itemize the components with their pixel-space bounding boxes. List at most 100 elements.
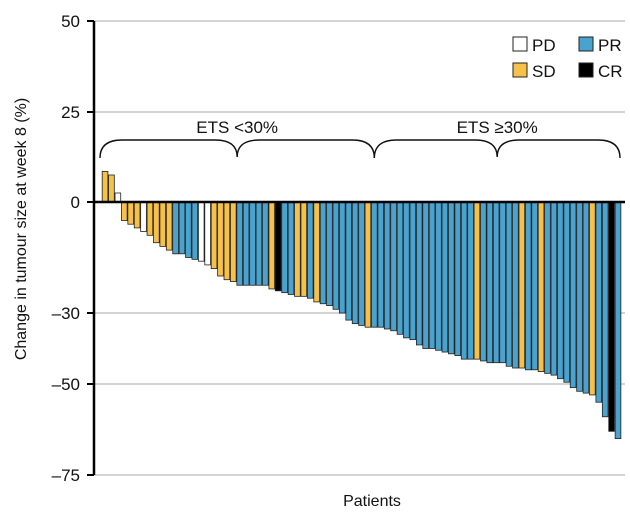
bar (428, 201, 436, 349)
bar (531, 201, 538, 371)
bar (422, 201, 429, 349)
bar (601, 201, 609, 418)
y-tick-label: –50 (52, 375, 80, 394)
bar (262, 201, 269, 286)
bar (524, 201, 532, 371)
bar (396, 201, 404, 335)
bar (326, 201, 333, 306)
bar (614, 201, 622, 440)
bar (146, 201, 154, 236)
bar (454, 201, 461, 357)
bar (313, 201, 320, 303)
bar (191, 201, 199, 260)
bar (480, 201, 487, 362)
bar (403, 201, 410, 339)
axes (92, 21, 625, 475)
bar (435, 201, 442, 351)
bar (153, 201, 160, 244)
legend-swatch (578, 62, 594, 78)
bar (339, 201, 346, 314)
bar (236, 201, 243, 286)
bar (409, 201, 417, 341)
bar (505, 201, 513, 367)
bar (178, 201, 186, 255)
annotation-bracket (99, 139, 376, 159)
y-tick-label: –75 (52, 466, 80, 485)
legend-swatch (512, 62, 528, 78)
legend-label: PD (532, 36, 556, 55)
legend-label: SD (532, 62, 556, 81)
bar (499, 201, 506, 364)
legend-label: PR (598, 36, 622, 55)
bar (544, 201, 551, 374)
bar (576, 201, 583, 392)
y-tick-label: 25 (61, 103, 80, 122)
bar (537, 201, 545, 372)
bar (415, 201, 423, 346)
x-axis-title: Patients (343, 493, 401, 510)
legend-label: CR (598, 62, 623, 81)
bar (467, 201, 474, 360)
bar (486, 201, 494, 364)
bar (492, 201, 500, 364)
bar (230, 201, 237, 282)
y-axis-title: Change in tumour size at week 8 (%) (13, 98, 30, 360)
bar (371, 201, 378, 328)
bar (210, 201, 218, 269)
bars (101, 170, 622, 440)
bar (448, 201, 455, 355)
legend: PD PR SD CR (512, 36, 623, 81)
bar (185, 201, 192, 258)
bar (255, 201, 263, 286)
bar (383, 201, 391, 330)
bar (563, 201, 570, 383)
annotation-label: ETS <30% (196, 118, 278, 137)
bar (274, 201, 282, 292)
bar (595, 201, 603, 403)
bar (268, 201, 276, 290)
bar (165, 201, 173, 251)
bar (351, 201, 359, 325)
bar (512, 201, 519, 369)
bar (108, 174, 115, 203)
annotation-bracket (373, 139, 621, 159)
bar (204, 201, 211, 266)
bar (608, 201, 615, 432)
bar (121, 201, 128, 221)
bar (223, 201, 231, 281)
bar (319, 201, 327, 305)
y-tick-label: 50 (61, 12, 80, 31)
bar (518, 201, 526, 369)
bar (306, 201, 314, 299)
bar (582, 201, 590, 394)
bar (114, 192, 122, 203)
bar (441, 201, 449, 353)
bar (332, 201, 340, 310)
bar (197, 201, 205, 262)
bar (473, 201, 481, 360)
annotations: ETS <30% ETS ≥30% (99, 118, 621, 159)
bar (159, 201, 167, 247)
legend-swatch (512, 36, 528, 52)
bar (172, 201, 179, 255)
y-ticks: 50 25 0 –30 –50 –75 (52, 12, 94, 485)
annotation-label: ETS ≥30% (457, 118, 538, 137)
bar (101, 170, 109, 203)
bar (249, 201, 256, 286)
bar (550, 201, 558, 376)
legend-swatch (578, 36, 594, 52)
bar (345, 201, 352, 321)
bar (358, 201, 365, 326)
bar (127, 201, 134, 225)
bar (281, 201, 288, 294)
bar (589, 201, 596, 396)
bar (242, 201, 250, 286)
bar (569, 201, 577, 389)
bar (133, 201, 141, 229)
bar (390, 201, 397, 332)
bar (294, 201, 301, 297)
bar (460, 201, 468, 360)
y-tick-label: –30 (52, 304, 80, 323)
bar (377, 201, 385, 328)
